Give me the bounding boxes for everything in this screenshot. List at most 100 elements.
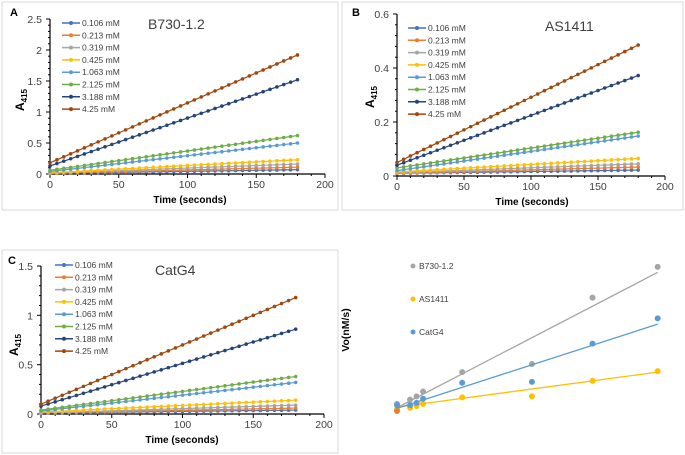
data-point <box>422 168 426 173</box>
data-point <box>173 390 178 395</box>
data-point <box>616 168 620 173</box>
y-tick-label: 0 <box>27 409 33 421</box>
data-point <box>589 163 594 168</box>
data-point <box>247 164 252 168</box>
data-point <box>124 366 128 371</box>
data-point <box>589 340 596 347</box>
data-point <box>654 263 661 270</box>
data-point <box>251 313 256 318</box>
data-point <box>144 165 149 170</box>
data-point <box>247 146 252 151</box>
data-point <box>233 142 238 147</box>
data-point <box>422 147 426 152</box>
data-point <box>81 402 86 407</box>
data-point <box>137 159 142 164</box>
data-point <box>194 357 199 361</box>
data-point <box>201 402 206 407</box>
data-point <box>509 105 513 109</box>
data-point <box>230 346 234 351</box>
data-point <box>515 163 520 167</box>
data-point <box>288 165 293 170</box>
data-point <box>165 156 169 160</box>
data-point <box>295 141 300 145</box>
data-point <box>216 328 220 332</box>
data-point <box>535 162 540 166</box>
data-point <box>489 152 493 156</box>
data-point <box>535 92 540 96</box>
data-point <box>254 160 259 164</box>
data-point <box>489 155 493 159</box>
data-point <box>589 140 594 145</box>
data-point <box>166 365 171 370</box>
data-point <box>556 142 560 146</box>
data-point <box>152 396 156 401</box>
data-point <box>295 53 300 57</box>
x-tick-label: 100 <box>522 181 540 193</box>
data-point <box>165 110 169 114</box>
data-point <box>582 93 587 98</box>
data-point <box>165 164 169 169</box>
data-point <box>576 142 580 147</box>
data-point <box>468 124 473 129</box>
data-point <box>428 150 433 155</box>
data-point <box>194 391 199 396</box>
data-point <box>462 156 466 160</box>
data-point <box>258 384 263 389</box>
data-point <box>158 125 162 130</box>
data-point <box>220 86 224 90</box>
panel-label: C <box>8 255 16 267</box>
data-point <box>61 155 66 159</box>
data-point <box>178 154 183 159</box>
data-point <box>522 116 527 120</box>
legend-marker <box>62 312 66 317</box>
data-point <box>569 75 573 80</box>
data-point <box>230 405 234 409</box>
data-point <box>489 164 493 169</box>
data-point <box>629 46 634 51</box>
data-point <box>46 399 50 403</box>
data-point <box>89 168 94 173</box>
data-point <box>110 167 114 172</box>
data-point <box>216 384 220 389</box>
data-point <box>185 153 190 158</box>
data-point <box>415 155 419 160</box>
x-tick-label: 200 <box>315 419 333 431</box>
data-point <box>265 335 270 340</box>
data-point <box>89 162 94 167</box>
data-point <box>549 85 553 90</box>
data-point <box>117 406 121 411</box>
data-point <box>137 122 142 126</box>
data-point <box>293 406 298 410</box>
data-point <box>629 131 634 136</box>
data-point <box>549 165 553 169</box>
data-point <box>272 403 277 408</box>
panel-b: B 0 50 100 150 200 0 0.2 0.4 0.6 Time (seconds) A41… <box>341 1 684 211</box>
data-point <box>596 166 600 170</box>
data-point <box>495 167 500 171</box>
data-point <box>596 158 600 163</box>
data-point <box>171 164 176 169</box>
data-point <box>542 147 547 152</box>
data-point <box>428 144 433 148</box>
data-point <box>422 162 426 166</box>
data-point <box>254 163 259 168</box>
data-point <box>468 155 473 159</box>
data-point <box>629 76 634 80</box>
data-point <box>636 134 640 138</box>
data-point <box>589 66 594 70</box>
data-point <box>96 161 100 166</box>
data-point <box>629 162 634 166</box>
data-point <box>187 388 192 393</box>
x-tick-label: 50 <box>113 179 125 191</box>
data-point <box>82 146 87 150</box>
data-point <box>415 169 419 173</box>
data-point <box>502 164 507 168</box>
data-point <box>192 148 197 152</box>
data-point <box>199 95 204 99</box>
data-point <box>275 85 279 89</box>
data-point <box>482 156 486 160</box>
data-point <box>226 83 231 87</box>
data-point <box>144 130 149 135</box>
data-point <box>522 150 527 155</box>
